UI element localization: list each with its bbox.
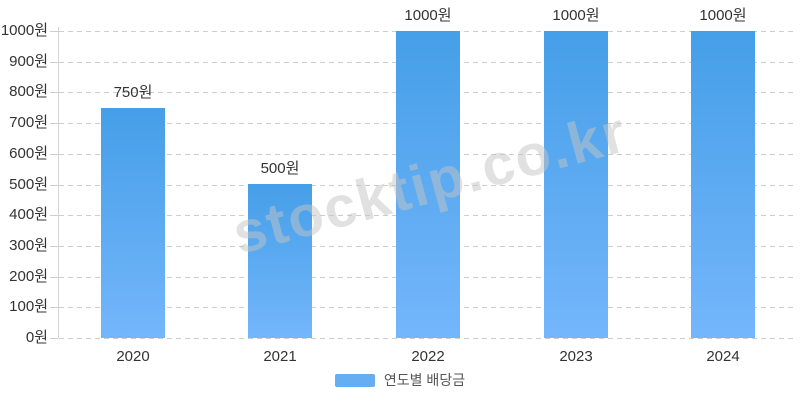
y-axis-tick (50, 277, 58, 278)
bar-value-label: 750원 (113, 84, 153, 101)
bar-value-label: 1000원 (699, 7, 747, 24)
y-axis-tick (50, 246, 58, 247)
y-tick-label: 600원 (9, 145, 48, 162)
y-tick-label: 400원 (9, 206, 48, 223)
y-axis-tick (50, 31, 58, 32)
y-tick-label: 900원 (9, 53, 48, 70)
bar-2024[interactable] (691, 31, 755, 338)
bar-2021[interactable] (248, 184, 312, 338)
y-axis-tick (50, 62, 58, 63)
bar-2022[interactable] (396, 31, 460, 338)
y-axis-tick (50, 92, 58, 93)
x-tick-label: 2021 (263, 348, 297, 365)
bar-value-label: 1000원 (404, 7, 452, 24)
y-axis-tick (50, 154, 58, 155)
bar-2023[interactable] (544, 31, 608, 338)
legend-label[interactable]: 연도별 배당금 (383, 372, 466, 388)
y-tick-label: 0원 (25, 329, 48, 346)
y-axis-line (58, 27, 59, 338)
y-axis-tick (50, 307, 58, 308)
bar-value-label: 1000원 (552, 7, 600, 24)
gridline (59, 338, 797, 339)
y-axis-tick (50, 215, 58, 216)
legend: 연도별 배당금 (0, 371, 800, 389)
x-tick-label: 2022 (411, 348, 445, 365)
y-tick-label: 500원 (9, 176, 48, 193)
y-axis-tick (50, 338, 58, 339)
x-tick-label: 2024 (706, 348, 740, 365)
x-tick-label: 2023 (559, 348, 593, 365)
y-axis-tick (50, 185, 58, 186)
y-tick-label: 100원 (9, 298, 48, 315)
bar-value-label: 500원 (260, 160, 300, 177)
y-tick-label: 800원 (9, 83, 48, 100)
y-tick-label: 300원 (9, 237, 48, 254)
bar-2020[interactable] (101, 108, 165, 338)
y-tick-label: 200원 (9, 268, 48, 285)
y-axis-tick (50, 123, 58, 124)
x-tick-label: 2020 (116, 348, 150, 365)
y-tick-label: 700원 (9, 114, 48, 131)
legend-swatch[interactable] (334, 373, 375, 387)
y-tick-label: 1000원 (0, 22, 48, 39)
